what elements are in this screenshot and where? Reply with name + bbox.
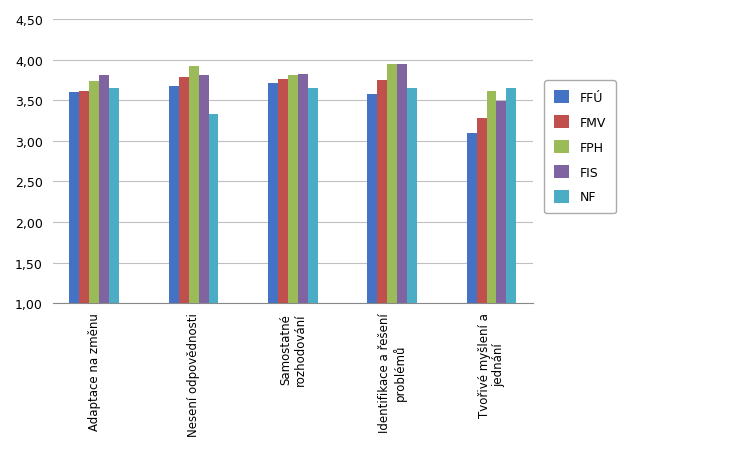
Bar bbox=[288, 76, 298, 304]
Bar bbox=[496, 102, 506, 304]
Bar bbox=[506, 89, 517, 304]
Bar bbox=[99, 76, 109, 304]
Bar bbox=[189, 67, 199, 304]
Bar bbox=[80, 92, 89, 304]
Bar bbox=[278, 80, 288, 304]
Bar bbox=[69, 93, 80, 304]
Bar bbox=[208, 115, 218, 304]
Bar bbox=[268, 84, 278, 304]
Bar bbox=[298, 75, 308, 304]
Bar bbox=[89, 82, 99, 304]
Bar bbox=[109, 89, 119, 304]
Bar bbox=[308, 89, 318, 304]
Legend: FFÚ, FMV, FPH, FIS, NF: FFÚ, FMV, FPH, FIS, NF bbox=[544, 81, 616, 214]
Bar bbox=[487, 92, 496, 304]
Bar bbox=[477, 119, 487, 304]
Bar bbox=[467, 133, 477, 304]
Bar bbox=[168, 87, 179, 304]
Bar bbox=[368, 95, 378, 304]
Bar bbox=[407, 89, 417, 304]
Bar bbox=[397, 65, 407, 304]
Bar bbox=[199, 76, 208, 304]
Bar bbox=[378, 81, 387, 304]
Bar bbox=[387, 65, 397, 304]
Bar bbox=[179, 78, 189, 304]
